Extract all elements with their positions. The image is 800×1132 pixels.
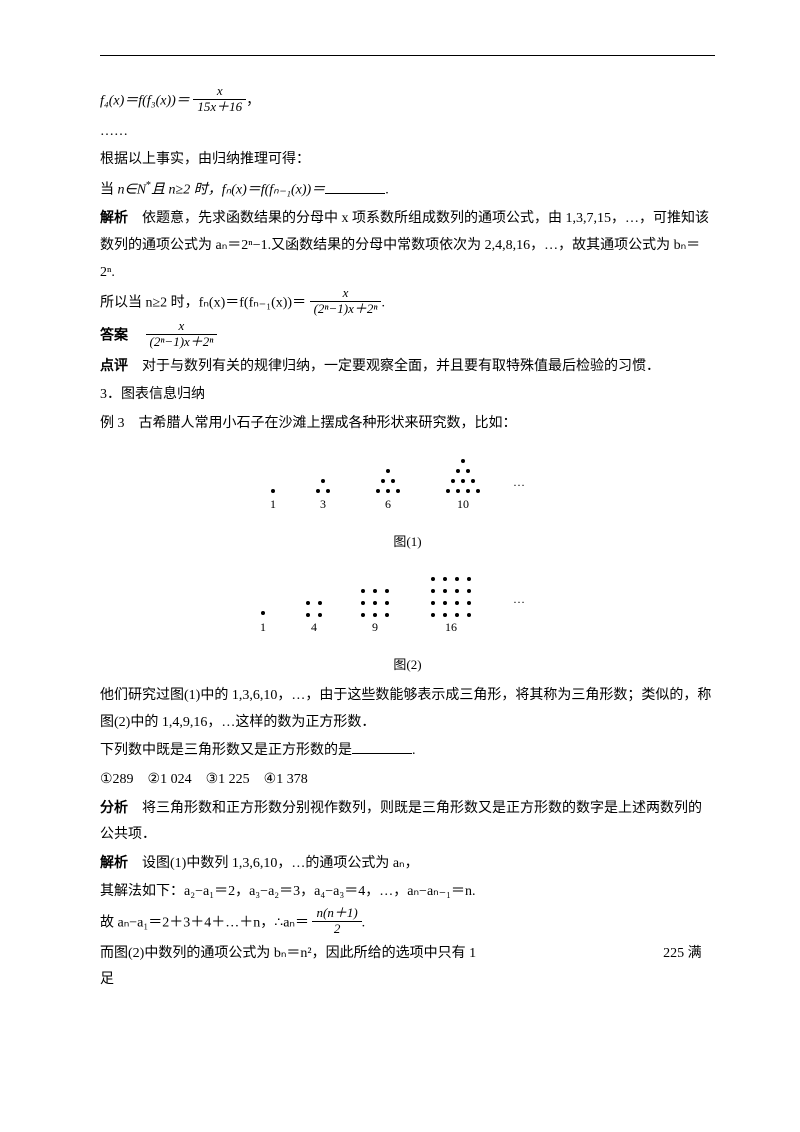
blank-2 — [352, 739, 412, 754]
t-label-6: 6 — [385, 497, 391, 511]
fenxi-label: 分析 — [100, 801, 128, 816]
s-label-4: 4 — [311, 620, 317, 634]
p9: 而图(2)中数列的通项公式为 bₙ＝n²，因此所给的选项中只有 1 225 满足 — [100, 941, 715, 994]
p5: 他们研究过图(1)中的 1,3,6,10，…，由于这些数能够表示成三角形，将其称… — [100, 683, 715, 736]
jiexi-label: 解析 — [100, 211, 128, 226]
s-label-9: 9 — [372, 620, 378, 634]
figure-2-svg: 1 4 9 16 … — [238, 563, 578, 638]
section-title: 3．图表信息归纳 — [100, 382, 715, 409]
dianping-label: 点评 — [100, 359, 128, 374]
s-label-1: 1 — [260, 620, 266, 634]
eq1-frac: x 15x＋16 — [193, 84, 246, 115]
p7: 其解法如下：a₂−a₁＝2，a₃−a₂＝3，a₄−a₃＝4，…，aₙ−aₙ₋₁＝… — [100, 879, 715, 906]
ellipsis: …… — [100, 119, 715, 146]
fig1-caption: 图(1) — [100, 530, 715, 555]
p2: 当 n∈N*且 n≥2 时，fₙ(x)＝f(fₙ₋₁(x))＝. — [100, 176, 715, 204]
fenxi-block: 分析 将三角形数和正方形数分别视作数列，则既是三角形数又是正方形数的数字是上述两… — [100, 796, 715, 849]
top-rule — [100, 55, 715, 56]
p4: 所以当 n≥2 时，fₙ(x)＝f(fₙ₋₁(x))＝ x (2ⁿ−1)x＋2ⁿ… — [100, 288, 715, 319]
p1: 根据以上事实，由归纳推理可得： — [100, 147, 715, 174]
figure-2: 1 4 9 16 … — [100, 563, 715, 649]
dianping-block: 点评 对于与数列有关的规律归纳，一定要观察全面，并且要有取特殊值最后检验的习惯． — [100, 354, 715, 381]
fig2-caption: 图(2) — [100, 653, 715, 678]
li3-label: 例 3 — [100, 416, 125, 431]
equation-f4: f₄(x)＝f(f₃(x))＝ x 15x＋16 ， — [100, 86, 715, 117]
jiexi2-block: 解析 设图(1)中数列 1,3,6,10，…的通项公式为 aₙ， — [100, 851, 715, 878]
s-label-16: 16 — [445, 620, 457, 634]
s-ellipsis: … — [513, 592, 525, 606]
figure-1: 1 3 6 10 … — [100, 446, 715, 527]
daan-frac: x (2ⁿ−1)x＋2ⁿ — [146, 319, 218, 350]
eq1-lhs: f₄(x)＝f(f₃(x))＝ — [100, 94, 190, 109]
p6: 下列数中既是三角形数又是正方形数的是. — [100, 738, 715, 765]
li3-block: 例 3 古希腊人常用小石子在沙滩上摆成各种形状来研究数，比如： — [100, 411, 715, 438]
p8-frac: n(n＋1) 2 — [312, 906, 361, 937]
jiexi-block: 解析 依题意，先求函数结果的分母中 x 项系数所组成数列的通项公式，由 1,3,… — [100, 206, 715, 286]
figure-1-svg: 1 3 6 10 … — [248, 446, 568, 516]
options: ①289 ②1 024 ③1 225 ④1 378 — [100, 767, 715, 794]
t-label-10: 10 — [457, 497, 469, 511]
jiexi2-label: 解析 — [100, 856, 128, 871]
t-ellipsis: … — [513, 475, 525, 489]
blank-1 — [325, 179, 385, 194]
daan-label: 答案 — [100, 329, 128, 344]
p4-frac: x (2ⁿ−1)x＋2ⁿ — [310, 286, 382, 317]
daan-block: 答案 x (2ⁿ−1)x＋2ⁿ — [100, 321, 715, 352]
t-label-1: 1 — [270, 497, 276, 511]
t-label-3: 3 — [320, 497, 326, 511]
p8: 故 aₙ−a₁＝2＋3＋4＋…＋n，∴aₙ＝ n(n＋1) 2 . — [100, 908, 715, 939]
